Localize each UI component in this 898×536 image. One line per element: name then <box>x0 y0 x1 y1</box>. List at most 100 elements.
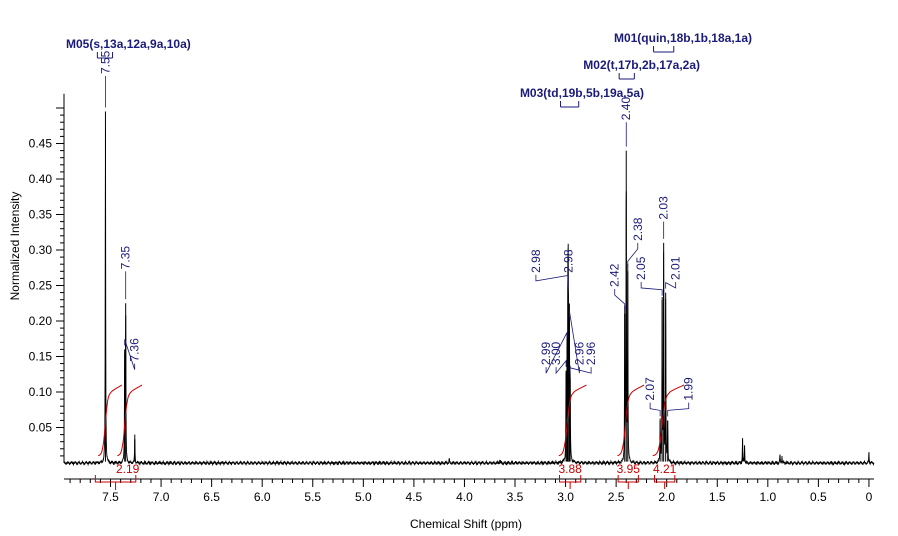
peak-leader <box>627 242 639 268</box>
peak-label: 7.36 <box>124 338 142 370</box>
y-tick-label: 0.30 <box>29 243 53 257</box>
peak-label: 1.99 <box>667 377 696 417</box>
peak-value: 2.07 <box>643 377 657 401</box>
x-tick-label: 4.5 <box>406 490 423 504</box>
integral: 4.21 <box>652 384 685 489</box>
peak-leader <box>535 274 569 282</box>
y-tick-label: 0.35 <box>29 208 53 222</box>
peak-label: 2.98 <box>561 249 575 289</box>
integral-curve <box>617 384 645 457</box>
peak-value: 7.36 <box>128 338 142 362</box>
integral-value: 3.95 <box>617 462 641 476</box>
peak-label: 2.01 <box>665 256 683 289</box>
peak-leader <box>667 402 690 417</box>
integral: 3.95 <box>617 384 645 489</box>
x-tick-label: 5.5 <box>304 490 321 504</box>
peak-leader <box>555 359 567 375</box>
peak-value: 2.98 <box>561 249 575 273</box>
y-tick-label: 0.05 <box>29 421 53 435</box>
peak-value: 2.99 <box>539 341 553 365</box>
y-tick-label: 0.10 <box>29 385 53 399</box>
y-axis: 0.05 0.10 0.15 0.20 0.25 0.30 0.35 0.40 0.45 <box>29 93 65 463</box>
multiplet-bracket <box>560 101 580 108</box>
peak-value: 2.96 <box>584 341 598 365</box>
peak-leader <box>640 281 663 296</box>
multiplet-bracket <box>618 73 635 80</box>
multiplet-label: M01(quin,18b,1b,18a,1a) <box>614 31 752 53</box>
peak-leader <box>614 289 626 310</box>
integral-value: 2.19 <box>116 462 140 476</box>
x-tick-label: 3.0 <box>557 490 574 504</box>
x-tick-label: 2.0 <box>658 490 675 504</box>
integral-curve <box>98 384 123 457</box>
multiplet-text: M05(s,13a,12a,9a,10a) <box>66 37 191 51</box>
x-tick-label: 7.0 <box>153 490 170 504</box>
multiplet-label: M02(t,17b,2b,17a,2a) <box>583 58 700 80</box>
x-tick-label: 1.5 <box>709 490 726 504</box>
multiplet-bracket <box>653 46 675 53</box>
peak-value: 2.01 <box>669 256 683 280</box>
x-tick-label: 6.0 <box>254 490 271 504</box>
multiplet-bracket <box>96 52 114 59</box>
peak-label: 2.05 <box>634 256 663 296</box>
peak-value: 2.40 <box>619 97 633 121</box>
multiplet-label: M05(s,13a,12a,9a,10a) <box>66 37 191 59</box>
peak-label: 2.40 <box>619 97 633 147</box>
multiplet-text: M02(t,17b,2b,17a,2a) <box>583 58 700 72</box>
x-tick-label: 0.5 <box>810 490 827 504</box>
multiplet-label: M03(td,19b,5b,19a,5a) <box>520 86 644 108</box>
x-tick-label: 2.5 <box>608 490 625 504</box>
peak-label: 2.38 <box>627 217 645 268</box>
x-tick-label: 7.5 <box>102 490 119 504</box>
peak-label: 2.98 <box>529 249 569 282</box>
integral-curve <box>558 384 587 457</box>
peak-leader <box>569 367 592 374</box>
peak-value: 7.55 <box>98 50 112 74</box>
peak-label: 7.55 <box>98 50 112 108</box>
peak-leader <box>649 402 661 417</box>
peak-leader <box>124 339 136 370</box>
x-tick-label: 4.0 <box>456 490 473 504</box>
peak-label: 2.07 <box>643 377 661 417</box>
peak-value: 2.98 <box>529 249 543 273</box>
integral-curve <box>652 384 685 457</box>
x-axis-title: Chemical Shift (ppm) <box>410 517 522 531</box>
spectrum-trace <box>63 111 875 467</box>
peak-label: 2.03 <box>657 196 671 239</box>
x-tick-label: 5.0 <box>355 490 372 504</box>
peak-label: 2.42 <box>608 263 626 310</box>
y-tick-label: 0.20 <box>29 314 53 328</box>
peak-value: 1.99 <box>682 377 696 401</box>
integral: 3.88 <box>558 384 587 489</box>
integral-value: 4.21 <box>653 462 677 476</box>
multiplet-text: M03(td,19b,5b,19a,5a) <box>520 86 644 100</box>
y-tick-label: 0.40 <box>29 172 53 186</box>
peak-value: 7.35 <box>119 246 133 270</box>
peak-leader <box>545 332 568 374</box>
peak-leader <box>665 281 677 289</box>
peak-value: 2.96 <box>572 341 586 365</box>
x-tick-label: 6.5 <box>203 490 220 504</box>
integral: 2.19 <box>94 384 143 490</box>
peak-value: 2.42 <box>608 263 622 287</box>
peak-value: 2.38 <box>631 217 645 241</box>
integral-curve <box>117 384 143 457</box>
x-tick-label: 0 <box>866 490 873 504</box>
multiplet-text: M01(quin,18b,1b,18a,1a) <box>614 31 752 45</box>
y-tick-label: 0.25 <box>29 279 53 293</box>
x-axis: 7.5 7.0 6.5 6.0 5.5 5.0 4.5 4.0 3.5 3.0 2.5 2.0 1.5 1… <box>64 478 874 504</box>
y-tick-label: 0.45 <box>29 137 53 151</box>
peak-value: 2.03 <box>657 196 671 220</box>
integral-value: 3.88 <box>558 462 582 476</box>
y-tick-label: 0.15 <box>29 350 53 364</box>
x-tick-label: 1.0 <box>759 490 776 504</box>
peak-labels: 7.557.367.353.002.992.98 2.982.962.962.42… <box>98 50 696 417</box>
spectrum-line <box>63 129 875 467</box>
x-tick-label: 3.5 <box>507 490 524 504</box>
multiplet-labels: M05(s,13a,12a,9a,10a) M01(quin,18b,1b,18a… <box>66 31 752 108</box>
y-axis-title: Normalized Intensity <box>8 192 22 301</box>
peak-value: 2.05 <box>634 256 648 280</box>
integral-curves: 2.19 3.88 3.95 4.21 <box>94 384 685 490</box>
peak-label: 2.99 <box>539 332 568 374</box>
